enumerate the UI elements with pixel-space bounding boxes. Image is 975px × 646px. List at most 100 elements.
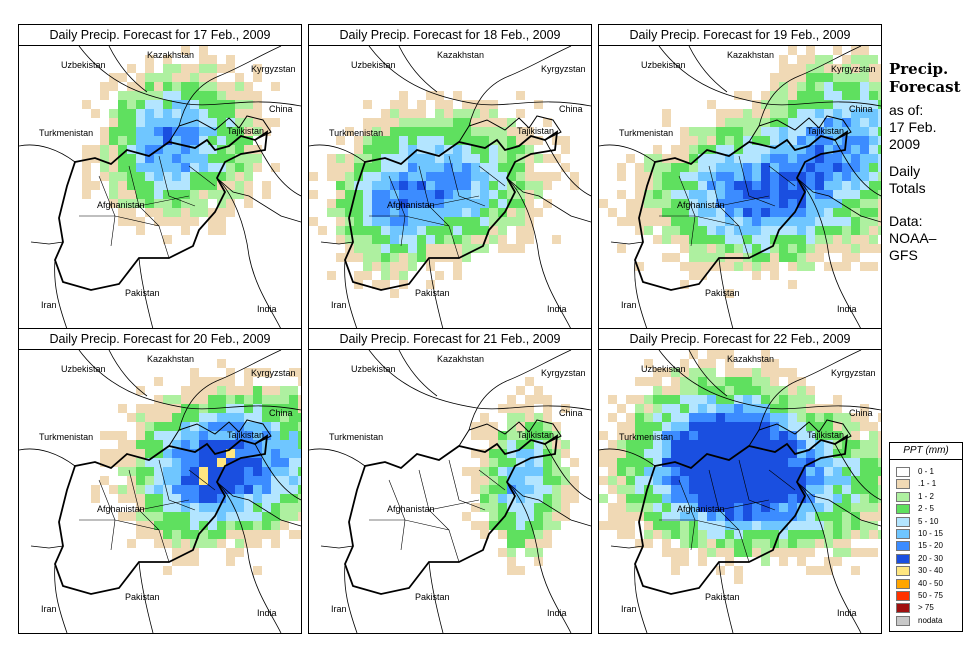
precip-cell <box>743 235 752 244</box>
forecast-map-panel-1: Daily Precip. Forecast for 17 Feb., 2009… <box>18 24 302 330</box>
precip-cell <box>561 440 570 449</box>
precip-cell <box>698 368 707 377</box>
precip-cell <box>806 82 815 91</box>
precip-cell <box>653 190 662 199</box>
precip-cell <box>280 503 289 512</box>
precip-cell <box>408 208 417 217</box>
precip-cell <box>770 190 779 199</box>
precip-cell <box>354 154 363 163</box>
precip-cell <box>118 136 127 145</box>
precip-cell <box>752 386 761 395</box>
precip-cell <box>716 512 725 521</box>
precip-cell <box>426 208 435 217</box>
precip-cell <box>199 64 208 73</box>
precip-cell <box>190 118 199 127</box>
precip-cell <box>824 244 833 253</box>
precip-cell <box>253 530 262 539</box>
precip-cell <box>100 431 109 440</box>
precip-cell <box>181 422 190 431</box>
precip-cell <box>253 422 262 431</box>
precip-cell <box>635 431 644 440</box>
precip-cell <box>698 154 707 163</box>
precip-cell <box>842 55 851 64</box>
precip-cell <box>860 467 869 476</box>
precip-cell <box>797 539 806 548</box>
precip-cell <box>716 467 725 476</box>
province-line <box>478 165 506 187</box>
precip-cell <box>199 422 208 431</box>
precip-cell <box>599 458 608 467</box>
legend-label: nodata <box>918 615 943 625</box>
precip-cell <box>797 127 806 136</box>
precip-cell <box>118 404 127 413</box>
precip-cell <box>815 530 824 539</box>
precip-cell <box>244 109 253 118</box>
precip-cell <box>761 199 770 208</box>
precip-cell <box>271 530 280 539</box>
precip-cell <box>109 181 118 190</box>
precip-cell <box>181 82 190 91</box>
precip-cell <box>118 512 127 521</box>
precip-cell <box>516 235 525 244</box>
precip-cell <box>271 422 280 431</box>
precip-cell <box>109 431 118 440</box>
precip-cell <box>154 118 163 127</box>
data-line1: Data: <box>889 213 923 229</box>
precip-cell <box>851 217 860 226</box>
precip-cell <box>806 422 815 431</box>
precip-cell <box>734 181 743 190</box>
precip-cell <box>806 244 815 253</box>
precip-cell <box>662 413 671 422</box>
precip-cell <box>118 163 127 172</box>
precip-cell <box>327 199 336 208</box>
border-line <box>178 46 282 127</box>
precip-cell <box>516 199 525 208</box>
precip-cell <box>851 190 860 199</box>
precip-cell <box>489 512 498 521</box>
precip-cell <box>707 235 716 244</box>
precip-cell <box>127 208 136 217</box>
precip-cell <box>408 226 417 235</box>
precip-cell <box>662 226 671 235</box>
precip-cell <box>788 73 797 82</box>
precip-cell <box>851 235 860 244</box>
precip-cell <box>363 136 372 145</box>
precip-cell <box>617 449 626 458</box>
precip-cell <box>617 190 626 199</box>
precip-cell <box>734 262 743 271</box>
precip-cell <box>860 154 869 163</box>
precip-cell <box>471 163 480 172</box>
precip-map: UzbekistanKazakhstanKyrgyzstanChinaTurkm… <box>309 350 591 633</box>
precip-cell <box>617 440 626 449</box>
precip-cell <box>716 413 725 422</box>
country-label-india: India <box>257 608 277 618</box>
precip-cell <box>770 217 779 226</box>
precip-cell <box>680 280 689 289</box>
precip-cell <box>761 458 770 467</box>
precip-cell <box>815 566 824 575</box>
precip-cell <box>208 458 217 467</box>
precip-cell <box>869 64 878 73</box>
precip-cell <box>824 262 833 271</box>
precip-cell <box>869 467 878 476</box>
precip-cell <box>381 118 390 127</box>
precip-cell <box>842 109 851 118</box>
precip-cell <box>208 503 217 512</box>
precip-cell <box>626 199 635 208</box>
precip-cell <box>761 262 770 271</box>
precip-cell <box>725 476 734 485</box>
precip-cell <box>671 226 680 235</box>
precip-cell <box>815 485 824 494</box>
precip-cell <box>181 181 190 190</box>
province-line <box>158 459 196 511</box>
precip-cell <box>172 494 181 503</box>
precip-cell <box>734 566 743 575</box>
legend-swatch <box>896 491 910 502</box>
precip-cell <box>109 485 118 494</box>
precip-cell <box>743 109 752 118</box>
precip-cell <box>644 172 653 181</box>
precip-cell <box>154 217 163 226</box>
precip-cell <box>444 154 453 163</box>
precip-cell <box>190 521 199 530</box>
precip-cell <box>172 440 181 449</box>
